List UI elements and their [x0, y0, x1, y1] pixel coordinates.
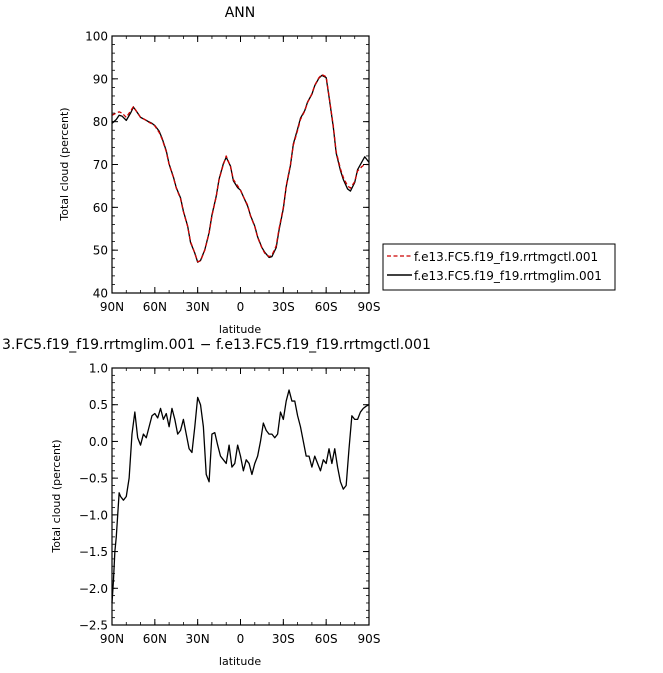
bottom-axes: −2.5 −2.0 −1.5 −1.0 −0.5 0.0 0.5 1.0 90N 60N 30N 0 3…	[79, 362, 381, 647]
legend: f.e13.FC5.f19_f19.rrtmgctl.001 f.e13.FC5…	[382, 243, 616, 291]
top-series-line-1	[111, 74, 370, 263]
top-series-line-0	[111, 73, 369, 263]
legend-label-ctl: f.e13.FC5.f19_f19.rrtmgctl.001	[414, 250, 598, 264]
bottom-y-tick-label: −2.0	[79, 582, 108, 596]
top-x-tick-label: 30N	[186, 300, 210, 314]
bottom-y-tick-label: −1.0	[79, 508, 108, 522]
legend-box	[382, 243, 616, 291]
bottom-chart-title: 3.FC5.f19_f19.rrtmglim.001 − f.e13.FC5.f…	[2, 337, 431, 353]
top-y-tick-label: 90	[93, 72, 108, 86]
top-x-axis-label: latitude	[219, 323, 261, 336]
top-y-tick-label: 80	[93, 115, 108, 129]
top-x-tick-label: 60N	[143, 300, 167, 314]
top-axes: 40 50 60 70 80 90 100 90N 60N 30N 0 30S 60S 90S	[85, 30, 380, 315]
top-y-tick-label: 50	[93, 244, 108, 258]
bottom-x-tick-label: 60N	[143, 632, 167, 646]
bottom-plot-frame	[111, 367, 370, 626]
top-chart-title: ANN	[225, 5, 256, 21]
top-y-axis-label: Total cloud (percent)	[58, 107, 71, 221]
top-x-tick-label: 90S	[358, 300, 381, 314]
bottom-x-tick-label: 90S	[358, 632, 381, 646]
bottom-y-tick-label: −1.5	[79, 545, 108, 559]
top-y-tick-label: 60	[93, 201, 108, 215]
bottom-series-group	[111, 389, 370, 604]
top-y-tick-label: 70	[93, 158, 108, 172]
top-plot-frame	[111, 35, 370, 294]
legend-label-lim: f.e13.FC5.f19_f19.rrtmglim.001	[414, 269, 602, 283]
top-x-tick-label: 60S	[315, 300, 338, 314]
bottom-x-tick-label: 60S	[315, 632, 338, 646]
bottom-x-tick-label: 90N	[100, 632, 124, 646]
bottom-y-tick-label: 1.0	[89, 362, 108, 376]
bottom-y-tick-label: −0.5	[79, 472, 108, 486]
top-x-tick-label: 30S	[272, 300, 295, 314]
bottom-y-axis-label: Total cloud (percent)	[50, 439, 63, 553]
bottom-x-tick-label: 30S	[272, 632, 295, 646]
top-series-group	[111, 73, 370, 263]
bottom-x-tick-label: 0	[237, 632, 245, 646]
top-x-tick-label: 0	[237, 300, 245, 314]
bottom-x-tick-label: 30N	[186, 632, 210, 646]
bottom-series-line-0	[111, 389, 370, 604]
top-panel: ANN 40 50 60 70 80 90 100 90N 60N 30N 0 30S 60S 90S l…	[58, 5, 380, 336]
bottom-x-axis-label: latitude	[219, 655, 261, 668]
top-y-tick-label: 40	[93, 287, 108, 301]
bottom-y-tick-label: 0.5	[89, 398, 108, 412]
bottom-y-tick-label: −2.5	[79, 619, 108, 633]
top-x-tick-label: 90N	[100, 300, 124, 314]
top-y-tick-label: 100	[85, 30, 108, 44]
bottom-panel: 3.FC5.f19_f19.rrtmglim.001 − f.e13.FC5.f…	[2, 337, 431, 668]
bottom-y-tick-label: 0.0	[89, 435, 108, 449]
